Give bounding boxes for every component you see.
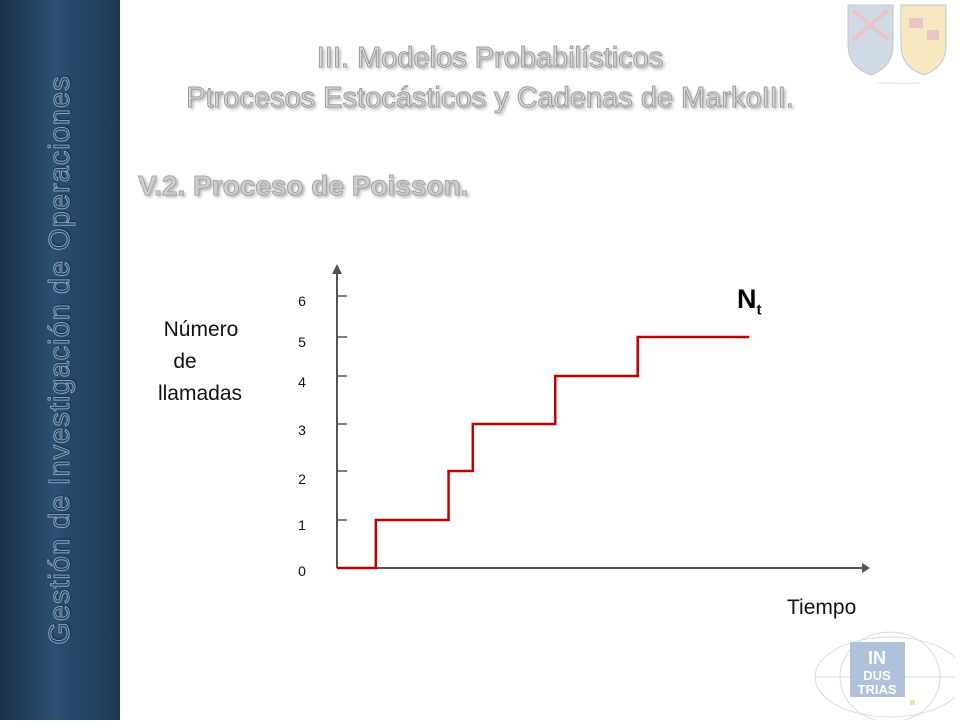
step-line — [337, 335, 750, 570]
series-label-sub: t — [756, 301, 762, 319]
section-title: V.2. Proceso de Poisson. — [137, 170, 469, 202]
y-tick-label: 3 — [298, 422, 306, 438]
chart-series — [337, 335, 750, 570]
y-tick-label: 4 — [298, 374, 306, 390]
svg-text:IN: IN — [868, 648, 886, 668]
svg-text:DUS: DUS — [863, 668, 891, 683]
y-tick-label: 1 — [298, 517, 306, 533]
y-tick-label: 2 — [298, 471, 306, 487]
university-crest-logo: ~~~~~~~~~~ — [843, 0, 953, 90]
slide-title-line-2: Ptrocesos Estocásticos y Cadenas de Mark… — [186, 82, 795, 115]
y-axis-label-line-3: llamadas — [157, 382, 243, 405]
department-logo: IN DUS TRIAS — [800, 622, 960, 723]
svg-text:~~~~~~~~~~: ~~~~~~~~~~ — [876, 79, 920, 88]
series-label: Nt — [737, 284, 762, 318]
svg-text:TRIAS: TRIAS — [858, 682, 897, 697]
y-tick-label: 5 — [298, 334, 306, 350]
y-axis-label-line-2: de — [173, 350, 197, 373]
x-axis-arrow — [862, 563, 870, 573]
x-axis-label: Tiempo — [787, 596, 857, 619]
chart-ticks: 0 1 2 3 4 5 6 — [298, 293, 347, 579]
chart-axes — [332, 264, 870, 573]
slide-title-line-1: III. Modelos Probabilísticos — [316, 42, 664, 75]
y-axis-arrow — [332, 264, 342, 274]
sidebar: Gestión de Investigación de Operaciones — [0, 0, 120, 720]
y-axis-label-line-1: Número — [163, 318, 239, 341]
y-tick-label: 6 — [298, 293, 306, 309]
series-label-main: N — [737, 284, 757, 314]
y-tick-label: 0 — [298, 563, 306, 579]
